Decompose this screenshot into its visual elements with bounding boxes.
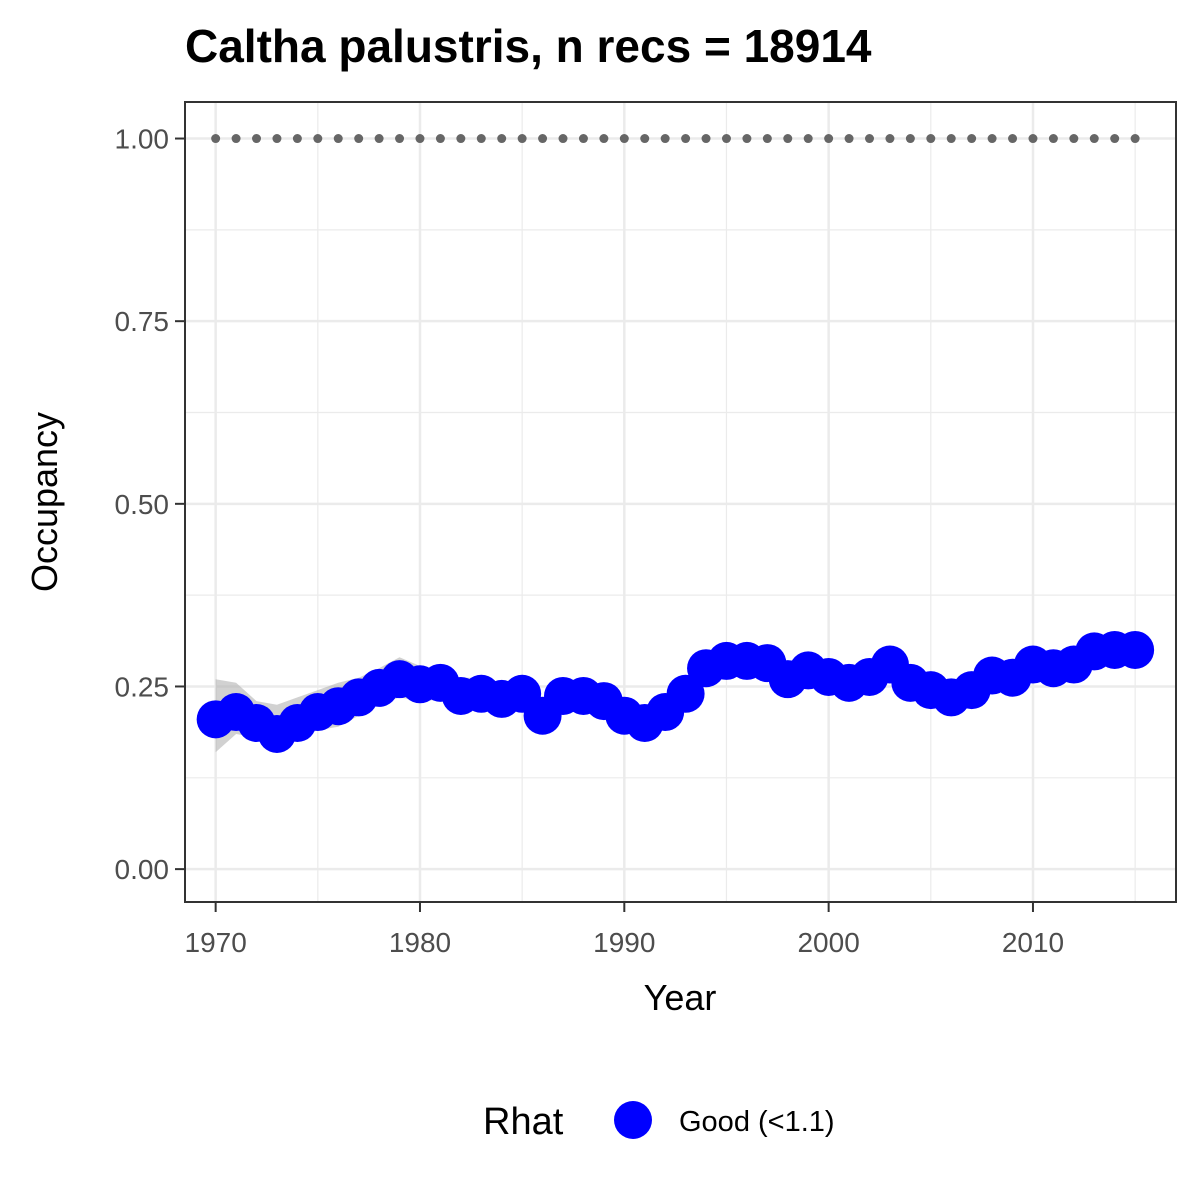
reference-point	[762, 134, 772, 144]
reference-point	[292, 134, 302, 144]
reference-point	[415, 134, 425, 144]
reference-point	[783, 134, 793, 144]
reference-point	[1048, 134, 1058, 144]
data-point	[1116, 630, 1155, 669]
y-tick-label: 0.75	[115, 306, 170, 337]
reference-point	[1028, 134, 1038, 144]
reference-point	[252, 134, 262, 144]
y-axis: 0.00 0.25 0.50 0.75 1.00	[115, 124, 185, 885]
legend-title: Rhat	[483, 1101, 564, 1143]
reference-point	[885, 134, 895, 144]
y-tick-label: 0.00	[115, 854, 170, 885]
reference-point	[926, 134, 936, 144]
reference-point	[742, 134, 752, 144]
plot-panel	[184, 101, 1177, 903]
reference-point	[681, 134, 691, 144]
reference-point	[231, 134, 241, 144]
reference-point	[354, 134, 364, 144]
panel-border	[184, 101, 1177, 903]
chart-title: Caltha palustris, n recs = 18914	[185, 20, 872, 72]
reference-point	[435, 134, 445, 144]
reference-point	[497, 134, 507, 144]
reference-point	[1130, 134, 1140, 144]
x-axis: 1970 1980 1990 2000 2010	[185, 902, 1064, 958]
legend: Rhat Good (<1.1)	[483, 1101, 835, 1143]
reference-point	[967, 134, 977, 144]
y-tick-label: 0.50	[115, 489, 170, 520]
grid-lines	[185, 102, 1176, 902]
reference-point	[803, 134, 813, 144]
reference-point	[824, 134, 834, 144]
reference-point	[395, 134, 405, 144]
reference-point	[476, 134, 486, 144]
y-tick-label: 1.00	[115, 124, 170, 155]
x-tick-label: 1990	[593, 927, 655, 958]
reference-point	[272, 134, 282, 144]
x-tick-label: 1970	[185, 927, 247, 958]
reference-point	[558, 134, 568, 144]
reference-point	[517, 134, 527, 144]
reference-point	[1069, 134, 1079, 144]
x-tick-label: 2010	[1002, 927, 1064, 958]
reference-point	[1089, 134, 1099, 144]
reference-point	[701, 134, 711, 144]
reference-point	[905, 134, 915, 144]
reference-point	[987, 134, 997, 144]
x-tick-label: 1980	[389, 927, 451, 958]
panel-background	[185, 102, 1176, 902]
reference-point	[946, 134, 956, 144]
reference-point	[456, 134, 466, 144]
reference-point	[619, 134, 629, 144]
reference-point	[211, 134, 221, 144]
data-point	[666, 674, 705, 713]
x-axis-title: Year	[644, 977, 717, 1018]
reference-point	[1008, 134, 1018, 144]
reference-point	[865, 134, 875, 144]
y-tick-label: 0.25	[115, 671, 170, 702]
series-points	[196, 630, 1155, 753]
reference-point	[313, 134, 323, 144]
reference-point	[578, 134, 588, 144]
legend-label-good: Good (<1.1)	[679, 1106, 835, 1138]
reference-point	[1110, 134, 1120, 144]
y-axis-title: Occupancy	[24, 412, 65, 592]
reference-point	[660, 134, 670, 144]
reference-point	[538, 134, 548, 144]
reference-point	[721, 134, 731, 144]
reference-line	[211, 134, 1140, 144]
reference-point	[333, 134, 343, 144]
reference-point	[599, 134, 609, 144]
reference-point	[844, 134, 854, 144]
x-tick-label: 2000	[797, 927, 859, 958]
reference-point	[640, 134, 650, 144]
reference-point	[374, 134, 384, 144]
legend-key-good	[614, 1101, 652, 1139]
